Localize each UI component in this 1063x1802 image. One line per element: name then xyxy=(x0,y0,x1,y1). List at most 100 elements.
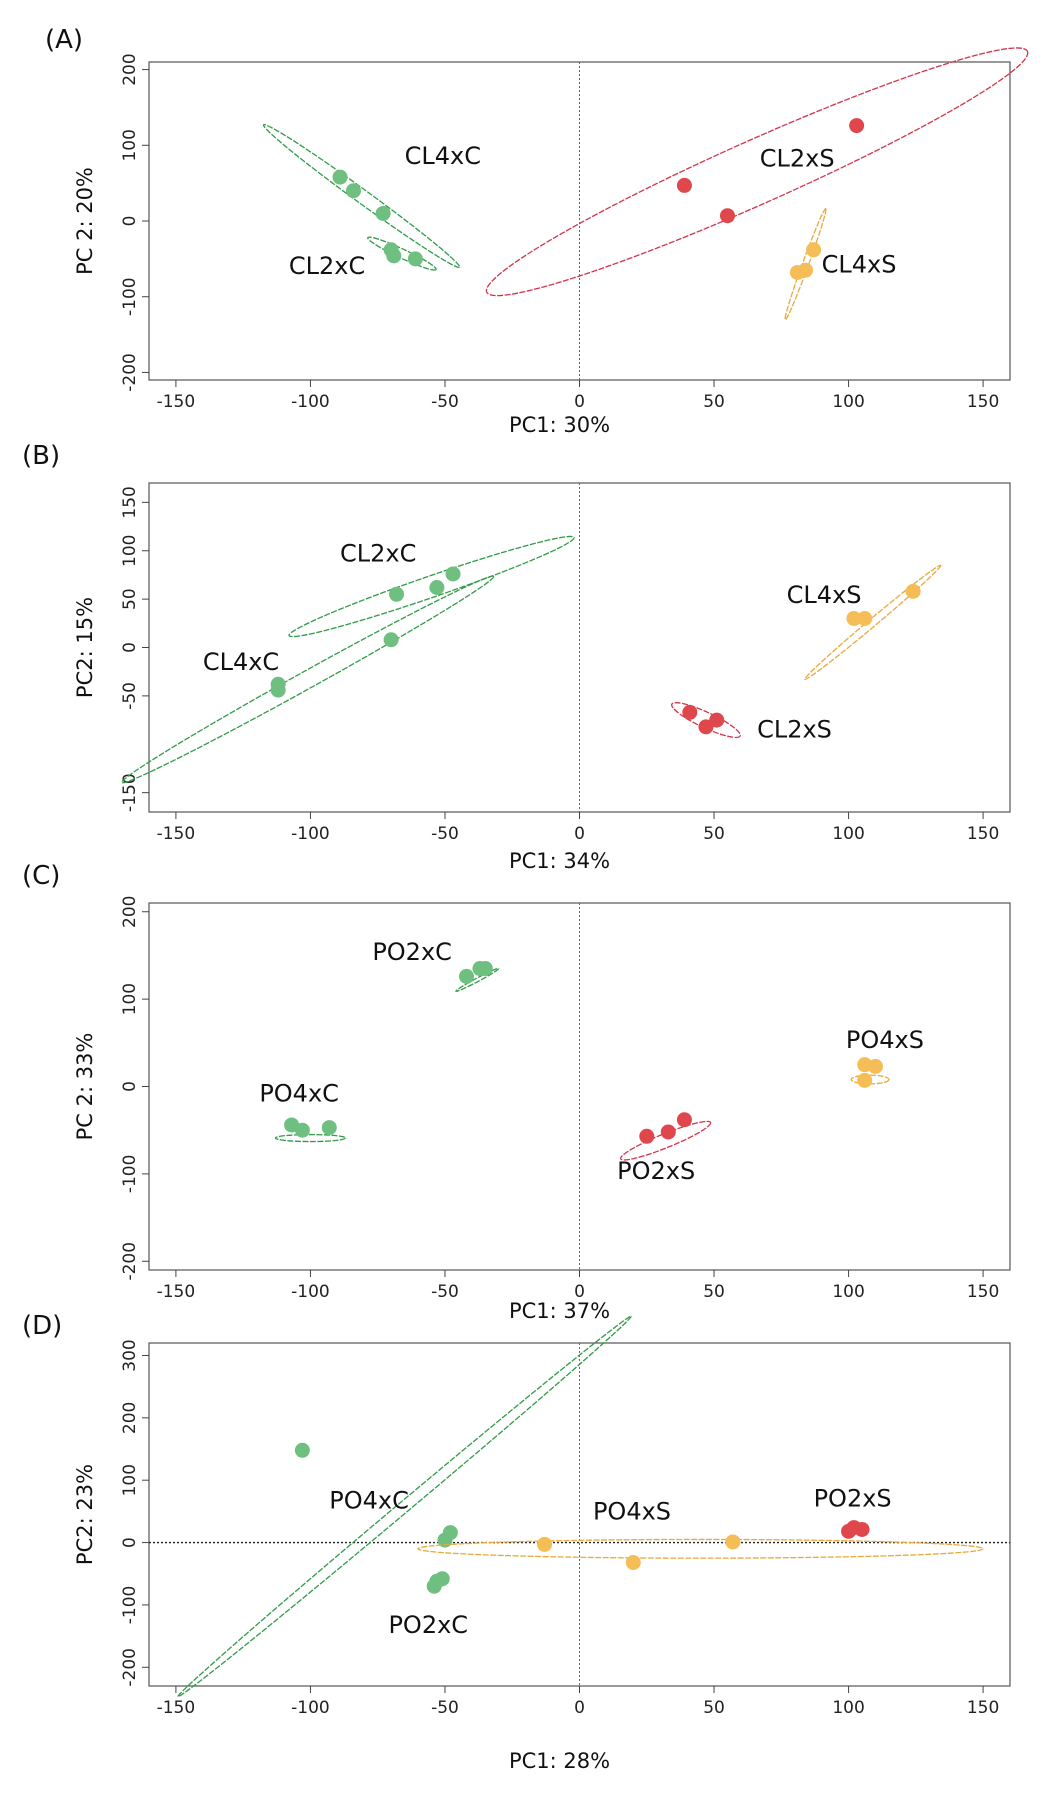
y-tick-label: 100 xyxy=(120,535,140,567)
panel-letter: (A) xyxy=(45,25,83,55)
x-tick-label: -100 xyxy=(291,1698,330,1718)
y-tick-label: 200 xyxy=(120,53,140,85)
x-tick-label: -150 xyxy=(157,1282,196,1302)
group-label: CL4xS xyxy=(787,581,862,609)
confidence-ellipse xyxy=(121,575,495,784)
confidence-ellipse xyxy=(288,535,575,638)
y-axis-title: PC2: 15% xyxy=(73,597,97,698)
x-tick-label: 150 xyxy=(967,392,999,412)
plot-frame xyxy=(148,61,1011,381)
data-point xyxy=(429,580,445,596)
y-axis-title: PC 2: 33% xyxy=(73,1033,97,1141)
data-point xyxy=(846,610,862,626)
data-point xyxy=(867,1058,883,1074)
data-point xyxy=(375,205,391,221)
x-tick-label: -150 xyxy=(157,1698,196,1718)
y-tick-label: -150 xyxy=(120,773,140,812)
data-point xyxy=(849,118,865,134)
x-tick-label: 0 xyxy=(574,392,585,412)
confidence-ellipse xyxy=(274,1133,347,1143)
x-tick-label: -50 xyxy=(431,1698,459,1718)
data-point xyxy=(639,1128,655,1144)
data-point xyxy=(857,1072,873,1088)
data-point xyxy=(806,242,822,258)
x-tick-label: -100 xyxy=(291,1282,330,1302)
data-point xyxy=(407,251,423,267)
y-tick-label: 150 xyxy=(120,486,140,518)
x-tick-label: 100 xyxy=(832,1282,864,1302)
data-point xyxy=(458,968,474,984)
y-tick-label: 0 xyxy=(120,642,140,653)
confidence-ellipse xyxy=(455,967,500,993)
y-tick-label: -100 xyxy=(120,1155,140,1194)
confidence-ellipse xyxy=(367,236,437,271)
group-label: PO4xS xyxy=(593,1497,671,1525)
data-point xyxy=(434,1571,450,1587)
data-point xyxy=(345,183,361,199)
x-tick-label: -50 xyxy=(431,1282,459,1302)
confidence-ellipse xyxy=(262,123,461,269)
y-tick-label: -50 xyxy=(120,682,140,710)
group-label: CL4xC xyxy=(405,142,481,170)
plot-frame xyxy=(148,1342,1011,1687)
data-point xyxy=(660,1124,676,1140)
x-tick-label: 50 xyxy=(703,824,725,844)
data-point xyxy=(389,586,405,602)
y-tick-label: 200 xyxy=(120,896,140,928)
x-tick-label: 150 xyxy=(967,1282,999,1302)
x-tick-label: 150 xyxy=(967,1698,999,1718)
group-label: PO4xC xyxy=(329,1486,409,1514)
y-axis-title: PC 2: 20% xyxy=(73,167,97,275)
group-label: PO2xS xyxy=(617,1157,695,1185)
data-point xyxy=(294,1122,310,1138)
group-label: CL2xS xyxy=(760,144,835,172)
data-point xyxy=(698,719,714,735)
y-tick-label: 0 xyxy=(120,216,140,227)
pca-panel-2: (B) -150 -100 -50 0 50 100 150 -150 -50 0 50 100 150 P… xyxy=(22,441,1011,873)
data-point xyxy=(294,1442,310,1458)
data-point xyxy=(383,632,399,648)
group-label: PO4xC xyxy=(259,1079,339,1107)
x-tick-label: 0 xyxy=(574,824,585,844)
data-point xyxy=(477,961,493,977)
x-tick-label: -150 xyxy=(157,824,196,844)
panel-letter: (D) xyxy=(22,1311,62,1341)
y-tick-label: -200 xyxy=(120,1648,140,1687)
data-point xyxy=(625,1555,641,1571)
y-tick-label: 0 xyxy=(120,1081,140,1092)
y-tick-label: 100 xyxy=(120,983,140,1015)
group-label: CL4xC xyxy=(203,648,279,676)
data-point xyxy=(905,583,921,599)
group-label: PO4xS xyxy=(846,1026,924,1054)
y-tick-label: -100 xyxy=(120,277,140,316)
y-tick-label: -200 xyxy=(120,1242,140,1281)
y-tick-label: 200 xyxy=(120,1402,140,1434)
group-label: PO2xC xyxy=(372,938,452,966)
x-axis-title: PC1: 34% xyxy=(509,849,610,873)
confidence-ellipse xyxy=(485,47,1029,297)
y-tick-label: -100 xyxy=(120,1586,140,1625)
x-tick-label: -150 xyxy=(157,392,196,412)
data-point xyxy=(321,1120,337,1136)
x-tick-label: 100 xyxy=(832,1698,864,1718)
x-tick-label: 0 xyxy=(574,1698,585,1718)
confidence-ellipse xyxy=(177,1315,633,1698)
x-axis-title: PC1: 28% xyxy=(509,1749,610,1773)
data-point xyxy=(332,169,348,185)
group-label: CL2xC xyxy=(289,252,365,280)
y-axis-title: PC2: 23% xyxy=(73,1464,97,1565)
x-tick-label: -50 xyxy=(431,824,459,844)
data-point xyxy=(709,712,725,728)
group-label: PO2xS xyxy=(814,1484,892,1512)
pca-panel-3: (C) -150 -100 -50 0 50 100 150 -200 -100 0 100 200 PC… xyxy=(22,861,1011,1323)
data-point xyxy=(537,1536,553,1552)
y-tick-label: 50 xyxy=(120,588,140,610)
x-tick-label: -100 xyxy=(291,392,330,412)
x-tick-label: 100 xyxy=(832,392,864,412)
group-label: PO2xC xyxy=(388,1611,468,1639)
x-axis-title: PC1: 30% xyxy=(509,413,610,437)
group-label: CL2xS xyxy=(757,715,832,743)
confidence-ellipse xyxy=(619,1120,712,1161)
x-tick-label: 0 xyxy=(574,1282,585,1302)
